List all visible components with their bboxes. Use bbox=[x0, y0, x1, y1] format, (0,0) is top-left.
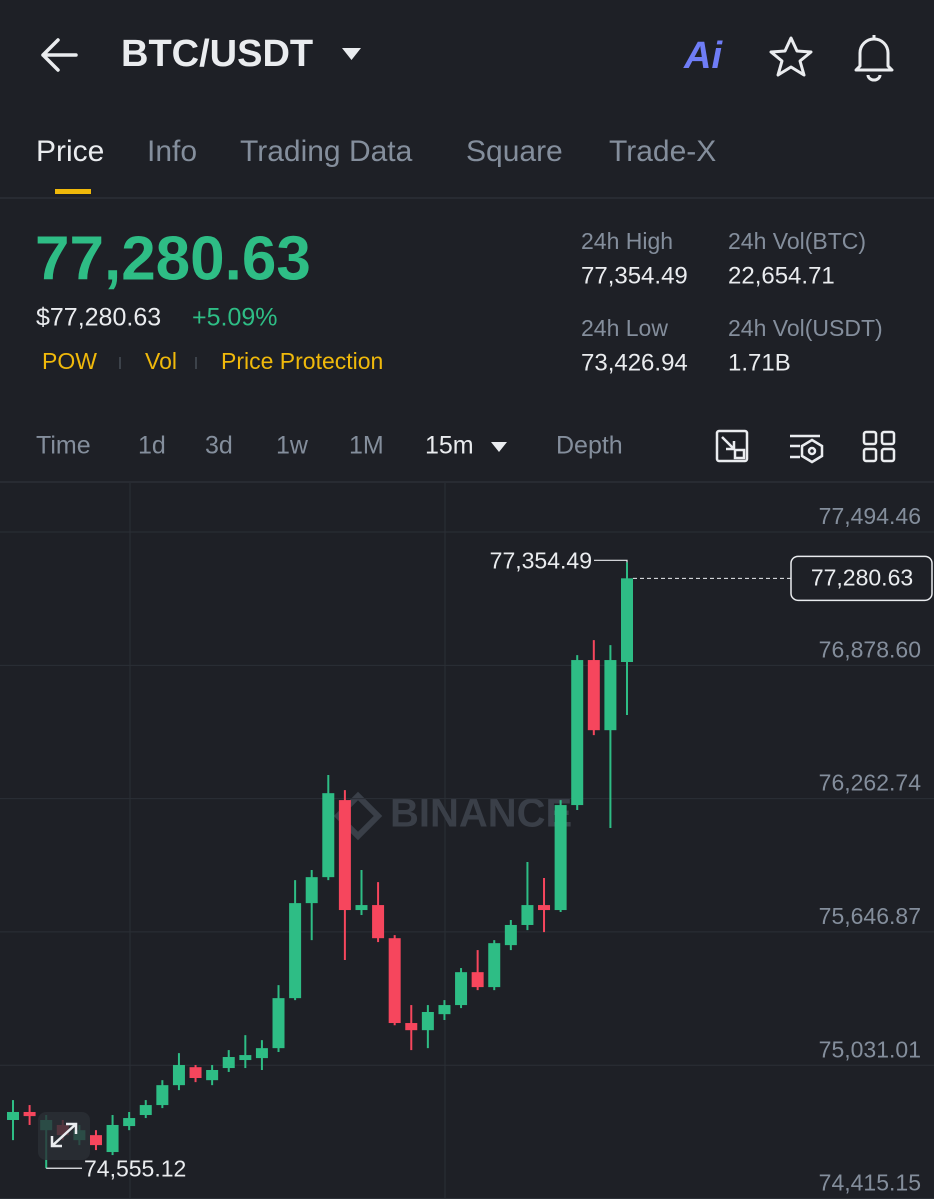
interval[interactable]: 1w bbox=[276, 432, 309, 460]
interval-caret[interactable] bbox=[491, 442, 507, 452]
tab[interactable]: Price bbox=[36, 135, 104, 168]
candle-body bbox=[139, 1105, 152, 1116]
candle-body bbox=[322, 793, 335, 878]
tag[interactable]: Vol bbox=[145, 348, 177, 374]
candle-body bbox=[405, 1023, 418, 1031]
pair-title[interactable]: BTC/USDT bbox=[121, 33, 313, 75]
candle-body bbox=[305, 877, 318, 904]
interval[interactable]: Depth bbox=[556, 432, 623, 460]
last-price-box bbox=[790, 555, 933, 602]
usd-price: $77,280.63 bbox=[36, 304, 161, 332]
active-tab-indicator bbox=[55, 189, 91, 194]
candle-body bbox=[455, 972, 468, 1006]
stat-value: 1.71B bbox=[728, 349, 791, 376]
indicator-icon[interactable] bbox=[790, 434, 824, 464]
candlestick-chart: BINANCE 77,494.4676,878.6076,262.7475,64… bbox=[0, 483, 934, 1199]
stat-label: 24h Vol(USDT) bbox=[728, 315, 883, 341]
expand-button[interactable] bbox=[38, 1112, 90, 1160]
back-button[interactable] bbox=[41, 38, 78, 72]
tab[interactable]: Info bbox=[147, 135, 197, 168]
candle-body bbox=[189, 1067, 202, 1079]
candle-body bbox=[538, 905, 551, 911]
high-marker bbox=[594, 559, 628, 563]
candle-body bbox=[471, 972, 484, 988]
pair-caret[interactable] bbox=[342, 48, 361, 60]
price-change: +5.09% bbox=[192, 304, 278, 332]
candle-body bbox=[222, 1057, 235, 1069]
tag-row: POW Vol Price Protection bbox=[42, 348, 383, 374]
last-price-label: 77,280.63 bbox=[811, 564, 913, 590]
interval[interactable]: Time bbox=[36, 432, 91, 460]
candle-body bbox=[239, 1055, 252, 1061]
layout-icon[interactable] bbox=[862, 430, 896, 463]
candle-body bbox=[255, 1048, 268, 1059]
candle-body bbox=[106, 1124, 119, 1153]
stat-value: 73,426.94 bbox=[581, 349, 688, 376]
candle-body bbox=[338, 800, 351, 911]
tag[interactable]: Price Protection bbox=[221, 348, 383, 374]
tag[interactable]: POW bbox=[42, 348, 97, 374]
low-label: 74,555.12 bbox=[84, 1155, 186, 1181]
y-tick-label: 75,031.01 bbox=[819, 1036, 921, 1062]
candle-body bbox=[172, 1065, 185, 1086]
stat-label: 24h High bbox=[581, 228, 673, 254]
favorite-star[interactable] bbox=[769, 36, 813, 77]
stat-label: 24h Vol(BTC) bbox=[728, 228, 866, 254]
interval-bar: Time 1d 3d 1w 1M 15m Depth bbox=[36, 432, 623, 460]
stat-value: 77,354.49 bbox=[581, 262, 688, 289]
candle-body bbox=[388, 938, 401, 1024]
last-price: 77,280.63 bbox=[35, 224, 311, 293]
candle-body bbox=[23, 1111, 36, 1117]
interval[interactable]: 3d bbox=[205, 432, 233, 460]
candle-body bbox=[554, 805, 567, 911]
y-tick-label: 75,646.87 bbox=[819, 903, 921, 929]
interval[interactable]: 1d bbox=[138, 432, 166, 460]
interval[interactable]: 1M bbox=[349, 432, 384, 460]
ai-button[interactable]: Ai bbox=[683, 35, 723, 77]
tab[interactable]: Square bbox=[466, 135, 563, 168]
candle-body bbox=[355, 905, 368, 911]
chart-settings-icon[interactable] bbox=[715, 429, 749, 463]
candle-body bbox=[504, 924, 517, 946]
candle-body bbox=[272, 998, 285, 1049]
y-tick-label: 76,262.74 bbox=[819, 770, 922, 796]
y-tick-label: 76,878.60 bbox=[819, 636, 921, 662]
stat-label: 24h Low bbox=[581, 315, 668, 341]
tab-bar: Price Info Trading Data Square Trade-X bbox=[36, 135, 716, 168]
candle-body bbox=[89, 1135, 102, 1146]
alert-bell[interactable] bbox=[854, 35, 894, 82]
candle-body bbox=[206, 1069, 219, 1081]
high-label: 77,354.49 bbox=[490, 547, 592, 573]
candle-body bbox=[438, 1005, 451, 1015]
candle-body bbox=[571, 660, 584, 806]
candle-body bbox=[421, 1011, 434, 1031]
candle-body bbox=[521, 905, 534, 925]
candle-body bbox=[372, 905, 385, 939]
stat-value: 22,654.71 bbox=[728, 262, 835, 289]
y-tick-label: 77,494.46 bbox=[819, 503, 921, 529]
candle-body bbox=[587, 660, 600, 731]
tab[interactable]: Trade-X bbox=[609, 135, 716, 168]
tab[interactable]: Trading Data bbox=[240, 135, 413, 168]
candle-body bbox=[289, 903, 302, 999]
stats-grid: 24h High 77,354.49 24h Vol(BTC) 22,654.71 24… bbox=[581, 228, 883, 376]
candle-body bbox=[123, 1118, 136, 1127]
candle-body bbox=[488, 943, 501, 988]
candle-body bbox=[604, 660, 617, 731]
y-tick-label: 74,415.15 bbox=[819, 1170, 921, 1196]
interval[interactable]: 15m bbox=[425, 432, 474, 460]
candle-body bbox=[156, 1085, 169, 1106]
candle-body bbox=[621, 578, 633, 662]
candle-body bbox=[7, 1111, 19, 1120]
